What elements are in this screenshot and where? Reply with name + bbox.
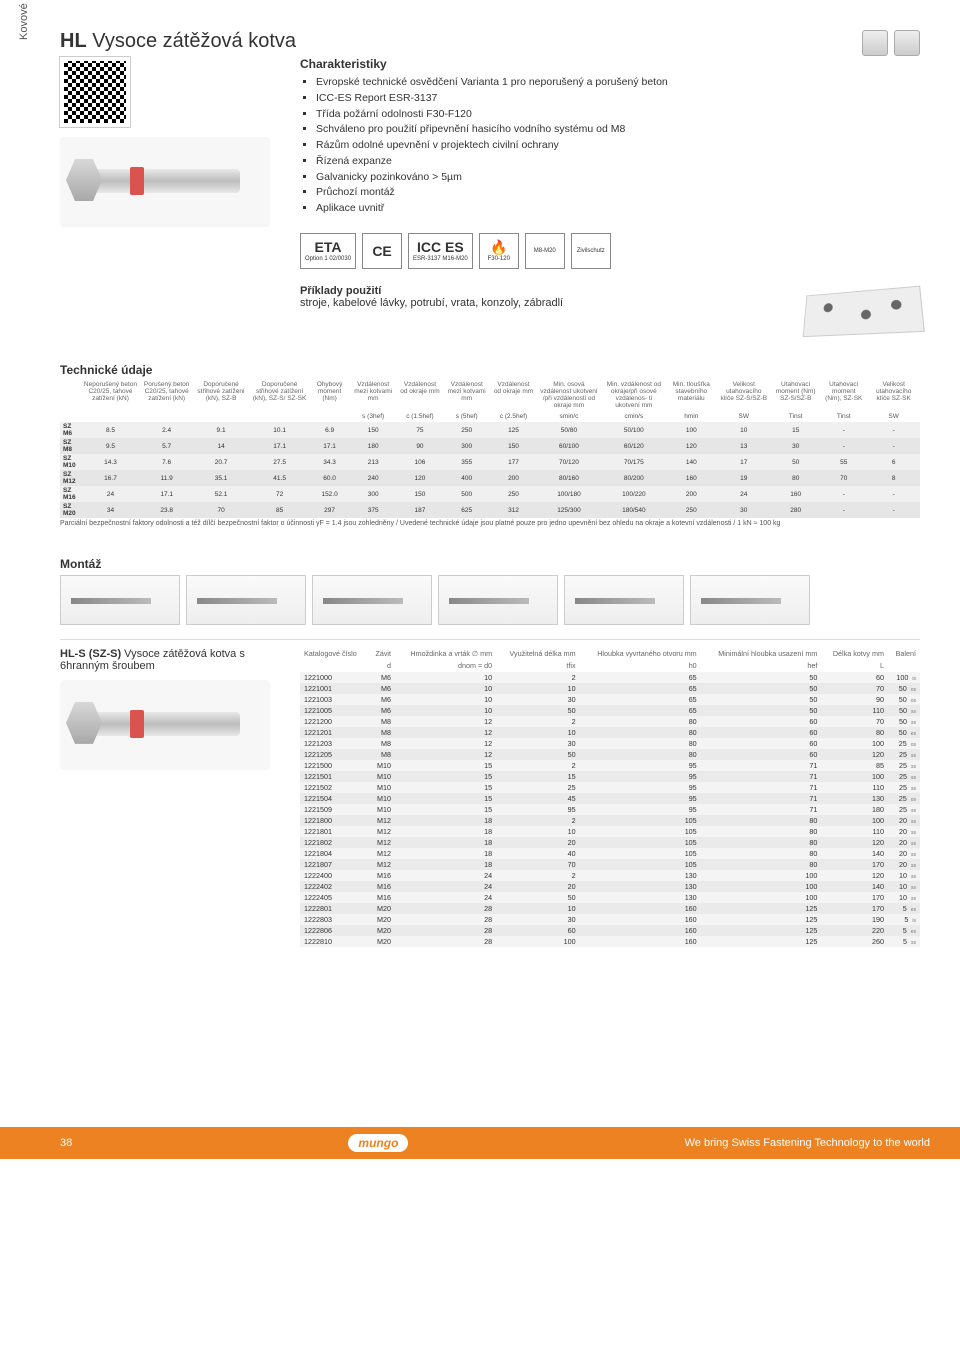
- order-row: 1221205M81250806012025 ss: [300, 749, 920, 760]
- characteristic-item: Řízená expanze: [316, 154, 920, 170]
- page-title: HL Vysoce zátěžová kotva: [60, 30, 920, 53]
- side-category-label: Kovové výrobky: [18, 0, 30, 40]
- characteristic-item: Třída požární odolnosti F30-F120: [316, 107, 920, 123]
- install-step-5: [564, 575, 684, 625]
- footer-tagline: We bring Swiss Fastening Technology to t…: [685, 1137, 930, 1149]
- qr-code: [60, 57, 130, 127]
- header-material-icons: [862, 30, 920, 56]
- product-image: [60, 137, 270, 227]
- order-row: 1221501M101515957110025 ss: [300, 771, 920, 782]
- characteristic-item: Galvanicky pozinkováno > 5µm: [316, 170, 920, 186]
- order-row: 1221005M61050655011050 ss: [300, 705, 920, 716]
- cert-badge: ETAOption 1 02/0030: [300, 233, 356, 269]
- order-row: 1221203M81230806010025 os: [300, 738, 920, 749]
- characteristic-item: Aplikace uvnitř: [316, 201, 920, 217]
- order-row: 1221509M101595957118025 ss: [300, 804, 920, 815]
- install-step-6: [690, 575, 810, 625]
- cert-badge: CE: [362, 233, 402, 269]
- order-row: 1222801M2028101601251705 es: [300, 903, 920, 914]
- order-row: 1221807M1218701058017020 ss: [300, 859, 920, 870]
- page-number: 38: [60, 1137, 72, 1149]
- order-row: 1221800M121821058010020 ss: [300, 815, 920, 826]
- characteristic-item: Schváleno pro použití připevnění hasicíh…: [316, 122, 920, 138]
- tech-row: SZ M1014.37.620.727.534.321310635517770/…: [60, 454, 920, 470]
- order-row: 1222402M16242013010014010 ss: [300, 881, 920, 892]
- order-row: 1221802M1218201058012020 ss: [300, 837, 920, 848]
- certification-row: ETAOption 1 02/0030CEICC ESESR-3137 M16-…: [300, 233, 920, 269]
- install-step-2: [186, 575, 306, 625]
- orders-table: Katalogové čísloZávitHmoždinka a vrták ∅…: [300, 648, 920, 947]
- order-row: 1222803M2028301601251905 is: [300, 914, 920, 925]
- order-row: 1221500M1015295718525 ss: [300, 760, 920, 771]
- cert-badge: 🔥F30-120: [479, 233, 519, 269]
- cert-badge: M8-M20: [525, 233, 565, 269]
- order-row: 1221801M1218101058011020 ss: [300, 826, 920, 837]
- examples-text: stroje, kabelové lávky, potrubí, vrata, …: [300, 297, 563, 309]
- tech-row: SZ M162417.152.172152.0300150500250100/1…: [60, 486, 920, 502]
- order-row: 1221804M1218401058014020 ss: [300, 848, 920, 859]
- variant-title: HL-S (SZ-S) Vysoce zátěžová kotva s 6hra…: [60, 648, 280, 672]
- cert-badge: ICC ESESR-3137 M16-M20: [408, 233, 473, 269]
- brand-logo: mungo: [348, 1134, 408, 1152]
- install-step-4: [438, 575, 558, 625]
- material-icon-2: [894, 30, 920, 56]
- order-row: 1222400M1624213010012010 ss: [300, 870, 920, 881]
- install-step-3: [312, 575, 432, 625]
- order-row: 1222806M2028601601252205 es: [300, 925, 920, 936]
- characteristic-item: Průchozí montáž: [316, 185, 920, 201]
- order-row: 1221000M6102655060100 is: [300, 672, 920, 683]
- tech-row: SZ M68.52.49.110.16.91507525012550/8050/…: [60, 422, 920, 438]
- order-row: 1221200M812280607050 ss: [300, 716, 920, 727]
- characteristic-item: Rázům odolné upevnění v projektech civil…: [316, 138, 920, 154]
- tech-data-title: Technické údaje: [60, 363, 920, 377]
- page-footer: 38 mungo We bring Swiss Fastening Techno…: [0, 1127, 960, 1159]
- characteristic-item: ICC-ES Report ESR-3137: [316, 91, 920, 107]
- tech-footnote: Parciální bezpečnostní faktory odolnosti…: [60, 520, 920, 528]
- characteristics-list: Evropské technické osvědčení Varianta 1 …: [300, 75, 920, 217]
- technical-data-table: Neporušený beton C20/25, tahové zatížení…: [60, 379, 920, 519]
- order-row: 1221201M8121080608050 es: [300, 727, 920, 738]
- install-step-1: [60, 575, 180, 625]
- variant-image: [60, 680, 270, 770]
- order-row: 1221001M6101065507050 os: [300, 683, 920, 694]
- installation-steps: [60, 575, 920, 625]
- order-row: 1222810M20281001601252605 ss: [300, 936, 920, 947]
- order-row: 1221502M101525957111025 ss: [300, 782, 920, 793]
- cert-badge: Zivilschutz: [571, 233, 611, 269]
- tech-row: SZ M89.55.71417.117.11809030015060/10060…: [60, 438, 920, 454]
- characteristics-title: Charakteristiky: [300, 57, 920, 71]
- material-icon-1: [862, 30, 888, 56]
- order-row: 1221003M6103065509050 os: [300, 694, 920, 705]
- tech-row: SZ M203423.87085297375187625312125/30018…: [60, 502, 920, 518]
- characteristic-item: Evropské technické osvědčení Varianta 1 …: [316, 75, 920, 91]
- order-row: 1222405M16245013010017010 ss: [300, 892, 920, 903]
- tech-row: SZ M1216.711.935.141.560.024012040020080…: [60, 470, 920, 486]
- montaz-title: Montáž: [60, 557, 920, 571]
- order-row: 1221504M101545957113025 os: [300, 793, 920, 804]
